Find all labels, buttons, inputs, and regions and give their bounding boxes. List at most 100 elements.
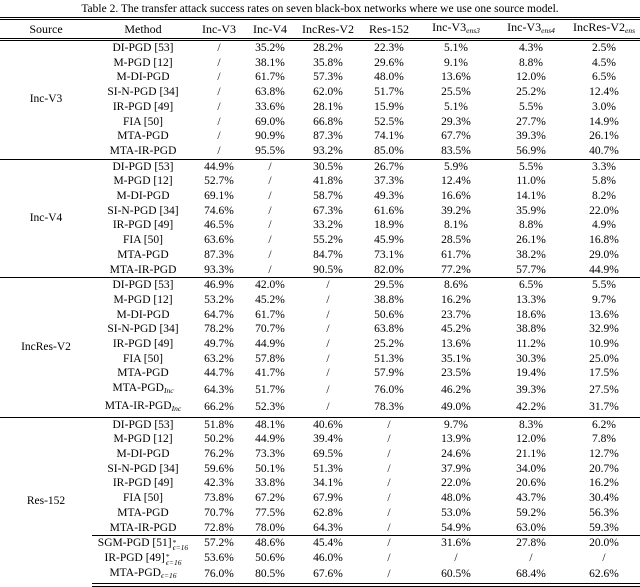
success-rate-cell: 20.7%: [589, 462, 619, 475]
success-rate-cell: 53.2%: [204, 293, 234, 306]
method-subscript: ϵ=16: [160, 570, 177, 580]
success-rate-cell: 8.6%: [418, 277, 494, 293]
success-rate-cell: 5.5%: [494, 158, 568, 175]
success-rate-cell: 64.7%: [204, 308, 234, 321]
success-rate-cell: 35.2%: [255, 42, 285, 54]
success-rate-cell: 48.1%: [244, 416, 296, 433]
success-rate-cell: 46.5%: [204, 219, 234, 232]
success-rate-cell: 82.0%: [374, 263, 404, 276]
success-rate-cell: 69.1%: [204, 190, 234, 203]
success-rate-cell: 56.3%: [589, 506, 619, 519]
success-rate-cell: 57.3%: [313, 71, 343, 84]
column-header: Res-152: [360, 17, 418, 41]
success-rate-cell: 39.2%: [441, 204, 471, 217]
success-rate-cell: 45.4%: [296, 535, 360, 551]
success-rate-cell: 62.0%: [313, 86, 343, 99]
success-rate-cell: 5.5%: [568, 277, 640, 293]
success-rate-cell: /: [387, 551, 391, 564]
success-rate-cell: 38.8%: [516, 323, 546, 336]
column-header: Inc-V3: [194, 17, 244, 41]
success-rate-cell: 57.2%: [194, 535, 244, 551]
success-rate-cell: 31.6%: [418, 535, 494, 551]
success-rate-cell: /: [387, 521, 391, 534]
success-rate-cell: 33.8%: [255, 477, 285, 490]
success-rate-cell: 6.5%: [494, 277, 568, 293]
success-rate-cell: 29.5%: [360, 277, 418, 293]
success-rate-cell: 13.6%: [441, 71, 471, 84]
success-rate-cell: 25.2%: [516, 86, 546, 99]
success-rate-cell: 8.1%: [444, 219, 468, 232]
success-rate-cell: 49.0%: [441, 401, 471, 414]
success-rate-cell: 40.7%: [589, 144, 619, 157]
method-cell: M-DI-PGD: [116, 71, 170, 84]
success-rate-cell: 17.5%: [589, 367, 619, 380]
success-rate-cell: 23.7%: [441, 308, 471, 321]
table-row: IR-PGD [49] / 33.6% 28.1% 15.9% 5.1% 5.5% 3.0%: [0, 100, 640, 115]
success-rate-cell: 34.0%: [516, 462, 546, 475]
success-rate-cell: 27.8%: [494, 535, 568, 551]
success-rate-cell: 13.6%: [441, 338, 471, 351]
success-rate-cell: 27.7%: [516, 115, 546, 128]
success-rate-cell: /: [326, 367, 330, 380]
success-rate-cell: 12.4%: [589, 86, 619, 99]
success-rate-cell: 67.2%: [255, 492, 285, 505]
method-cell: IR-PGD [49]: [112, 100, 174, 113]
success-rate-cell: 35.9%: [516, 204, 546, 217]
success-rate-cell: 73.8%: [204, 492, 234, 505]
success-rate-cell: 5.1%: [444, 42, 468, 54]
success-rate-cell: 61.6%: [374, 204, 404, 217]
success-rate-cell: /: [217, 56, 221, 69]
column-header-subscript: ens: [624, 26, 635, 35]
success-rate-cell: /: [454, 551, 458, 564]
success-rate-cell: 44.9%: [589, 263, 619, 276]
method-cell: SI-N-PGD [34]: [107, 462, 179, 475]
success-rate-cell: 66.2%: [204, 401, 234, 414]
success-rate-cell: 14.9%: [589, 115, 619, 128]
success-rate-cell: 23.5%: [441, 367, 471, 380]
success-rate-cell: 28.5%: [441, 234, 471, 247]
success-rate-cell: 16.6%: [441, 190, 471, 203]
success-rate-cell: 50.6%: [255, 551, 285, 564]
success-rate-cell: /: [268, 190, 272, 203]
success-rate-cell: 50.1%: [255, 462, 285, 475]
success-rate-cell: 44.7%: [204, 367, 234, 380]
success-rate-cell: /: [244, 158, 296, 175]
method-cell: MTA-IR-PGDInc: [104, 399, 182, 413]
success-rate-cell: 28.2%: [313, 42, 343, 54]
success-rate-cell: 29.0%: [589, 248, 619, 261]
table-row: Inc-V4 DI-PGD [53] 44.9%/30.5% 26.7% 5.9% 5.5…: [0, 158, 640, 278]
success-rate-cell: 46.9%: [194, 277, 244, 293]
success-rate-cell: 78.2%: [204, 323, 234, 336]
table-row: FIA [50] 63.6% / 55.2% 45.9% 28.5% 26.1% 16.8%: [0, 233, 640, 248]
success-rate-cell: /: [387, 447, 391, 460]
success-rate-cell: 9.7%: [592, 293, 616, 306]
method-cell: FIA [50]: [123, 234, 163, 247]
method-cell: M-PGD [12]: [113, 293, 173, 306]
success-rate-cell: 46.2%: [441, 383, 471, 396]
success-rate-cell: 9.1%: [444, 56, 468, 69]
success-rate-cell: 13.3%: [516, 293, 546, 306]
column-header: Inc-V3ens4: [494, 17, 568, 41]
success-rate-cell: /: [360, 535, 418, 551]
table-row: IncRes-V2 DI-PGD [53] 46.9% 42.0%/29.5% 8.6%…: [0, 277, 640, 418]
column-header: Inc-V3ens3: [418, 17, 494, 41]
success-rate-cell: 30.5%: [296, 158, 360, 175]
success-rate-cell: 30.3%: [516, 352, 546, 365]
table-row: MTA-IR-PGD 93.3% / 90.5% 82.0% 77.2% 57.7% 44.9…: [0, 263, 640, 278]
success-rate-cell: /: [268, 175, 272, 188]
success-rate-cell: 33.2%: [313, 219, 343, 232]
success-rate-cell: /: [217, 144, 221, 157]
success-rate-cell: 63.0%: [516, 521, 546, 534]
success-rate-cell: 26.7%: [360, 158, 418, 175]
success-rate-cell: 18.9%: [374, 219, 404, 232]
method-cell: MTA-IR-PGD: [109, 263, 177, 276]
success-rate-cell: 3.3%: [568, 158, 640, 175]
success-rate-cell: 29.3%: [441, 115, 471, 128]
success-rate-cell: 90.9%: [255, 130, 285, 143]
success-rate-cell: /: [268, 248, 272, 261]
success-rate-cell: 50.6%: [374, 308, 404, 321]
table-row: M-PGD [12] 52.7% / 41.8% 37.3% 12.4% 11.0% 5.8%: [0, 174, 640, 189]
success-rate-cell: /: [268, 219, 272, 232]
success-rate-cell: 70.7%: [204, 506, 234, 519]
success-rate-cell: 11.0%: [516, 175, 546, 188]
